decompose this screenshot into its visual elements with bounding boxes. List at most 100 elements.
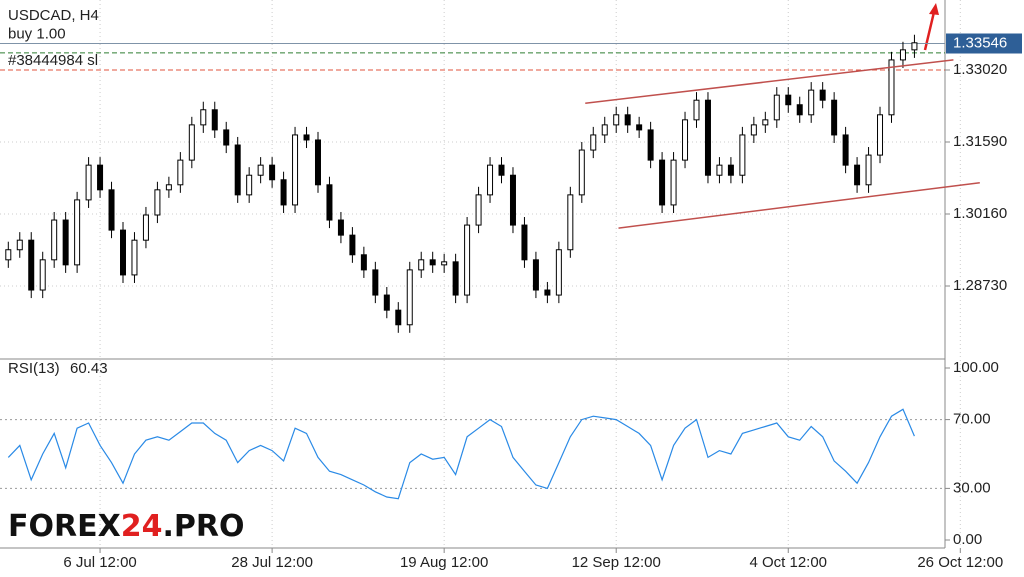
candle-body — [62, 219, 69, 266]
candle-body — [326, 184, 333, 221]
candle-body — [682, 119, 689, 161]
candle-body — [211, 109, 218, 131]
candle-body — [739, 134, 746, 176]
candle-body — [51, 219, 58, 261]
candle-body — [303, 134, 310, 141]
trend-line — [585, 59, 954, 104]
x-tick-label: 26 Oct 12:00 — [917, 554, 1003, 571]
candle-body — [716, 164, 723, 176]
rsi-title: RSI(13) — [8, 360, 60, 377]
x-tick-label: 6 Jul 12:00 — [63, 554, 136, 571]
candle-body — [911, 42, 918, 51]
candle-body — [613, 114, 620, 126]
y-tick-label: 1.31590 — [953, 133, 1007, 150]
candle-body — [659, 159, 666, 206]
candle-body — [246, 174, 253, 196]
candle-body — [39, 259, 46, 291]
order-label: buy 1.00 — [8, 25, 66, 42]
candle-body — [773, 94, 780, 121]
candle-body — [693, 99, 700, 121]
candle-body — [498, 164, 505, 176]
candle-body — [796, 104, 803, 116]
candle-body — [257, 164, 264, 176]
price-tag — [946, 33, 1022, 54]
candle-body — [555, 249, 562, 296]
candle-body — [360, 254, 367, 271]
candle-body — [120, 229, 126, 276]
candle-body — [28, 239, 35, 291]
candle-body — [899, 49, 906, 61]
candle-body — [854, 164, 861, 186]
watermark: FOREX24.PRO — [8, 509, 244, 544]
candle-body — [395, 309, 402, 326]
candle-body — [383, 294, 390, 311]
candle-body — [601, 124, 608, 136]
candle-body — [831, 99, 838, 136]
candle-body — [337, 219, 344, 236]
candle-body — [131, 239, 138, 276]
candle-body — [785, 94, 792, 106]
candle-body — [464, 224, 471, 296]
watermark-part: .PRO — [162, 509, 244, 544]
candle-body — [819, 89, 826, 101]
candle-body — [521, 224, 528, 261]
candle-body — [314, 139, 321, 186]
candle-body — [269, 164, 276, 181]
candle-body — [108, 189, 115, 231]
candle-body — [762, 119, 769, 126]
candle-body — [842, 134, 849, 166]
candle-body — [16, 239, 23, 251]
candle-body — [452, 261, 459, 296]
y-tick-label: 70.00 — [953, 411, 991, 428]
candle-body — [647, 129, 654, 161]
candle-body — [372, 269, 379, 296]
candle-body — [590, 134, 597, 151]
y-tick-label: 0.00 — [953, 531, 982, 548]
candle-body — [234, 144, 241, 196]
rsi-value: 60.43 — [70, 360, 108, 377]
x-tick-label: 4 Oct 12:00 — [749, 554, 827, 571]
candle-body — [578, 149, 585, 196]
candle-body — [475, 194, 482, 226]
order-label: #38444984 sl — [8, 52, 98, 69]
chart-title: USDCAD, H4 — [8, 7, 99, 24]
candle-body — [567, 194, 574, 251]
x-tick-label: 12 Sep 12:00 — [572, 554, 661, 571]
arrow-head — [929, 3, 939, 15]
watermark-part: FOREX — [8, 509, 121, 544]
candle-body — [406, 269, 413, 326]
price-tag-label: 1.33546 — [953, 34, 1007, 51]
candle-body — [865, 154, 872, 186]
x-tick-label: 28 Jul 12:00 — [231, 554, 313, 571]
candle-body — [670, 159, 677, 206]
candle-body — [727, 164, 734, 176]
candle-body — [74, 199, 81, 266]
watermark-part: 24 — [121, 509, 163, 544]
candle-body — [97, 164, 104, 191]
candle-body — [877, 114, 884, 156]
candle-body — [429, 259, 436, 266]
candle-body — [418, 259, 425, 271]
y-tick-label: 1.28730 — [953, 277, 1007, 294]
candle-body — [188, 124, 195, 161]
candle-body — [532, 259, 539, 291]
candle-body — [487, 164, 494, 196]
candle-body — [704, 99, 711, 176]
y-tick-label: 1.33020 — [953, 61, 1007, 78]
candle-body — [808, 89, 815, 116]
y-tick-label: 1.30160 — [953, 205, 1007, 222]
candle-body — [544, 289, 551, 296]
candle-body — [636, 124, 643, 131]
candle-body — [441, 261, 448, 266]
candle-body — [888, 59, 895, 116]
candle-body — [165, 184, 172, 191]
candle-body — [5, 249, 12, 261]
candle-body — [142, 214, 149, 241]
candle-body — [85, 164, 92, 201]
y-tick-label: 100.00 — [953, 359, 999, 376]
candle-body — [292, 134, 299, 206]
candle-body — [223, 129, 230, 146]
